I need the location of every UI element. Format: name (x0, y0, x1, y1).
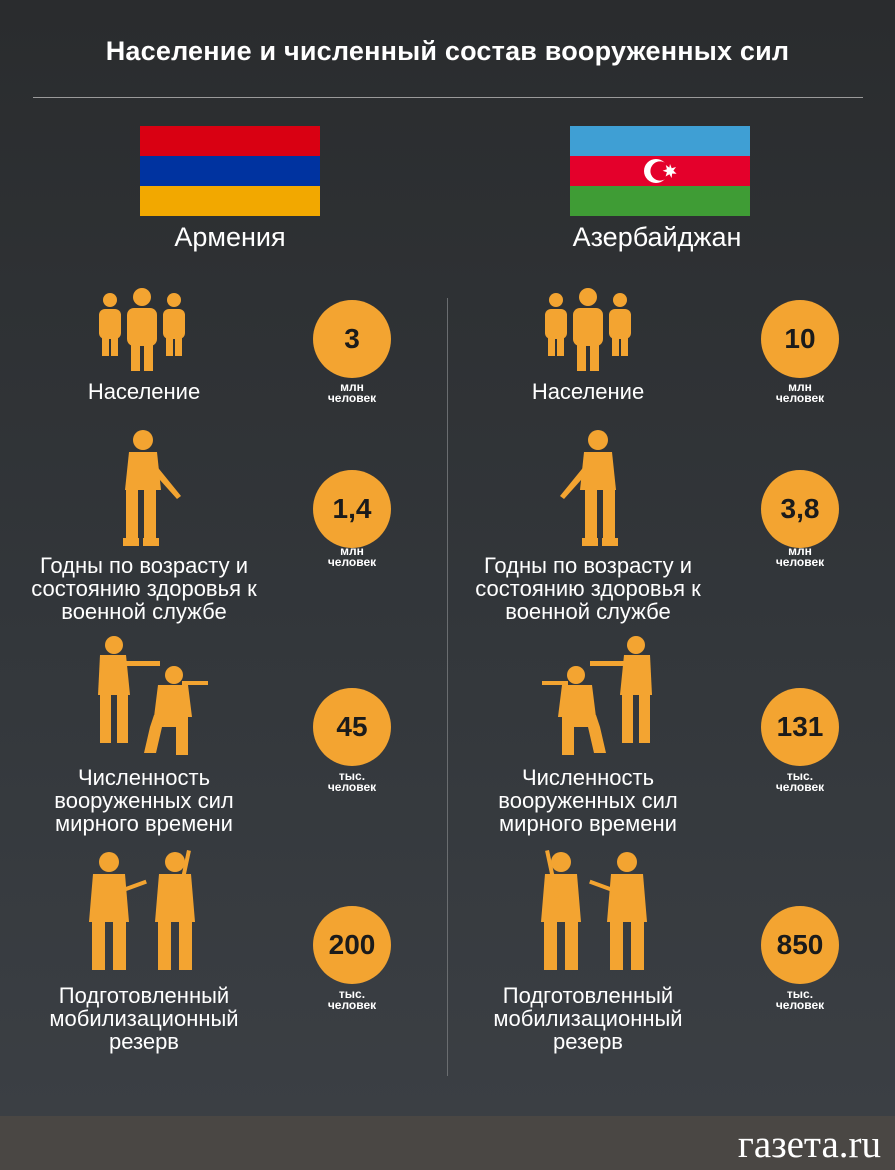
stat-value-circle: 1,4 (313, 470, 391, 548)
people-group-icon (99, 288, 185, 371)
stat-unit: млн человек (297, 544, 407, 569)
reserve-soldiers-icon (89, 850, 195, 970)
stat-unit: тыс. человек (745, 987, 855, 1012)
stat-value-circle: 10 (761, 300, 839, 378)
unit-people: человек (327, 780, 377, 794)
soldier-icon (123, 430, 181, 546)
country-name-armenia: Армения (174, 222, 286, 252)
unit-people: человек (775, 780, 825, 794)
stat-label-peacetime-forces: Численность вооруженных сил мирного врем… (54, 765, 234, 836)
unit-magnitude: тыс. (338, 769, 366, 783)
stat-unit: млн человек (745, 544, 855, 569)
unit-magnitude: тыс. (786, 987, 814, 1001)
stat-value-circle: 3 (313, 300, 391, 378)
stat-value-circle: 3,8 (761, 470, 839, 548)
stat-unit: тыс. человек (745, 769, 855, 794)
people-group-icon (545, 288, 631, 371)
stat-value-circle: 131 (761, 688, 839, 766)
unit-magnitude: тыс. (786, 769, 814, 783)
soldiers-aiming-icon (542, 636, 652, 755)
site-logo: газета.ru (737, 1123, 881, 1166)
stat-unit: млн человек (297, 380, 407, 405)
soldiers-aiming-icon (98, 636, 208, 755)
stat-value-circle: 200 (313, 906, 391, 984)
stat-value-circle: 45 (313, 688, 391, 766)
stat-label-fit-for-service: Годны по возрасту и состоянию здоровья к… (475, 553, 701, 624)
stat-label-fit-for-service: Годны по возрасту и состоянию здоровья к… (31, 553, 257, 624)
stat-label-peacetime-forces: Численность вооруженных сил мирного врем… (498, 765, 678, 836)
armenia-flag (140, 126, 320, 216)
unit-magnitude: млн (788, 544, 812, 558)
country-name-azerbaijan: Азербайджан (572, 222, 742, 252)
title-divider (33, 97, 863, 98)
stat-value-circle: 850 (761, 906, 839, 984)
unit-people: человек (775, 391, 825, 405)
soldier-icon (560, 430, 618, 546)
unit-people: человек (327, 555, 377, 569)
crescent-star-icon (644, 159, 677, 183)
unit-magnitude: млн (340, 544, 364, 558)
unit-people: человек (327, 391, 377, 405)
stat-unit: млн человек (745, 380, 855, 405)
stat-label-mobilization-reserve: Подготовленный мобилизационный резерв (49, 983, 239, 1054)
reserve-soldiers-icon (541, 850, 647, 970)
unit-people: человек (775, 998, 825, 1012)
stat-unit: тыс. человек (297, 987, 407, 1012)
stat-label-population: Население (87, 379, 201, 404)
footer-bar (0, 1116, 895, 1170)
stat-label-mobilization-reserve: Подготовленный мобилизационный резерв (493, 983, 683, 1054)
column-divider (447, 298, 448, 1076)
stat-unit: тыс. человек (297, 769, 407, 794)
unit-people: человек (775, 555, 825, 569)
unit-people: человек (327, 998, 377, 1012)
stat-label-population: Население (531, 379, 645, 404)
azerbaijan-flag (570, 126, 750, 216)
page-title: Население и численный состав вооруженных… (105, 36, 790, 66)
unit-magnitude: млн (340, 380, 364, 394)
unit-magnitude: тыс. (338, 987, 366, 1001)
unit-magnitude: млн (788, 380, 812, 394)
